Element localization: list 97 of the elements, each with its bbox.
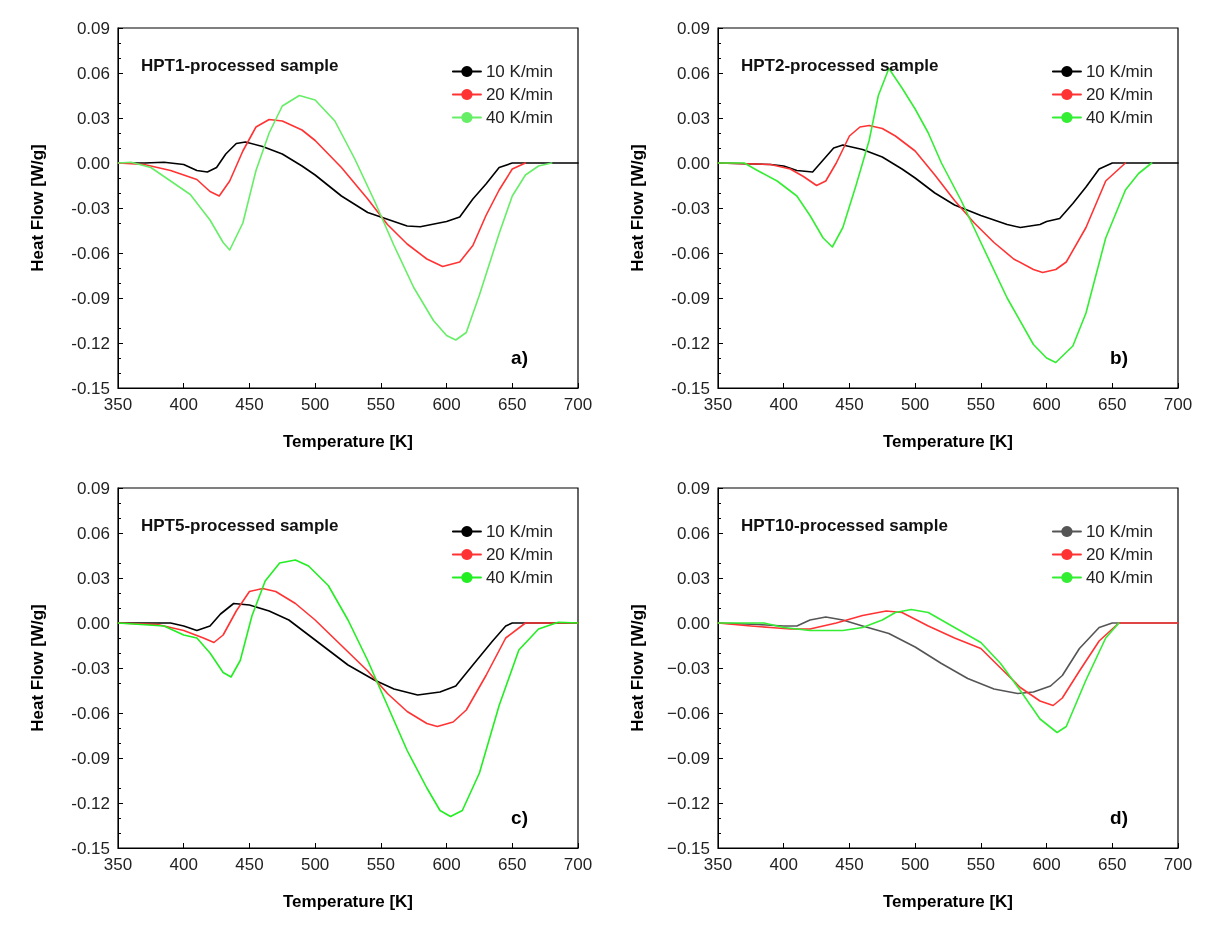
text: HPT10-processed sample [741, 516, 948, 535]
annotation: a) [511, 347, 529, 369]
legend-label: 10 K/min [1085, 522, 1154, 541]
x-tick-label: 400 [769, 855, 798, 874]
y-tick-label: −0.15 [666, 838, 710, 858]
x-tick-label: 600 [1032, 395, 1061, 414]
x-tick-label: 350 [103, 395, 133, 414]
x-tick-label: 600 [432, 395, 461, 414]
y-tick-label: -0.06 [71, 703, 110, 723]
y-tick-label: 0.06 [76, 523, 110, 543]
x-tick-label: 500 [300, 855, 330, 874]
x-tick-label: 400 [169, 395, 198, 414]
x-tick-label: 550 [366, 855, 396, 874]
y-tick-label: 0.09 [76, 478, 110, 498]
x-tick-label: 700 [563, 395, 593, 414]
y-tick-label: 0.03 [676, 568, 710, 588]
x-axis-title: Temperature [K] [282, 432, 414, 451]
legend-label: 40 K/min [485, 108, 554, 127]
x-tick-label: 600 [432, 855, 461, 874]
y-tick-label: -0.12 [71, 793, 110, 813]
y-axis-title: Heat Flow [W/g] [628, 604, 647, 732]
y-tick-label: 0.09 [676, 18, 710, 38]
y-tick-label: -0.06 [671, 243, 710, 263]
y-tick-label: 0.00 [676, 153, 710, 173]
y-tick-label: 0.06 [676, 63, 710, 83]
y-tick-label: -0.15 [71, 838, 110, 858]
x-tick-label: 550 [966, 855, 996, 874]
y-tick-label: −0.06 [666, 703, 710, 723]
x-tick-label: 650 [498, 855, 527, 874]
y-tick-label: -0.06 [71, 243, 110, 263]
annotation: d) [1110, 807, 1128, 829]
y-tick-label: -0.12 [671, 333, 710, 353]
x-tick-label: 350 [703, 855, 733, 874]
legend-label: 40 K/min [1085, 108, 1154, 127]
legend-label: 20 K/min [485, 545, 554, 564]
y-tick-label: -0.03 [71, 658, 110, 678]
line-series [717, 608, 1120, 734]
x-tick-label: 500 [900, 395, 930, 414]
x-tick-label: 400 [169, 855, 198, 874]
x-tick-label: 700 [1163, 395, 1193, 414]
y-tick-label: -0.15 [71, 378, 110, 398]
y-tick-label: -0.03 [671, 198, 710, 218]
x-tick-label: 450 [835, 855, 864, 874]
y-tick-label: -0.09 [71, 288, 110, 308]
y-tick-label: −0.09 [666, 748, 710, 768]
x-tick-label: 650 [1098, 395, 1127, 414]
legend-label: 10 K/min [1085, 62, 1154, 81]
y-axis-title: Heat Flow [W/g] [28, 604, 47, 732]
x-tick-label: 600 [1032, 855, 1061, 874]
x-tick-label: 350 [103, 855, 133, 874]
y-tick-label: 0.09 [76, 18, 110, 38]
x-tick-label: 450 [235, 855, 264, 874]
x-axis-title: Temperature [K] [282, 892, 414, 911]
legend-label: 20 K/min [1085, 545, 1154, 564]
text: HPT2-processed sample [741, 56, 939, 75]
y-tick-label: −0.12 [666, 793, 710, 813]
y-tick-label: 0.09 [676, 478, 710, 498]
x-tick-label: 350 [703, 395, 733, 414]
x-tick-label: 500 [300, 395, 330, 414]
text: HPT5-processed sample [141, 516, 339, 535]
y-tick-label: 0.00 [676, 613, 710, 633]
legend-label: 20 K/min [1085, 85, 1154, 104]
y-tick-label: 0.03 [76, 568, 110, 588]
legend-label: 10 K/min [485, 522, 554, 541]
legend-label: 10 K/min [485, 62, 554, 81]
x-tick-label: 700 [563, 855, 593, 874]
legend-label: 40 K/min [485, 568, 554, 587]
x-tick-label: 550 [966, 395, 996, 414]
x-axis-title: Temperature [K] [882, 432, 1014, 451]
y-axis-title: Heat Flow [W/g] [28, 144, 47, 272]
annotation: c) [511, 807, 529, 829]
y-tick-label: 0.06 [676, 523, 710, 543]
x-tick-label: 700 [1163, 855, 1193, 874]
x-tick-label: 650 [498, 395, 527, 414]
y-tick-label: 0.03 [676, 108, 710, 128]
y-tick-label: 0.00 [76, 153, 110, 173]
y-axis-title: Heat Flow [W/g] [628, 144, 647, 272]
legend-label: 20 K/min [485, 85, 554, 104]
x-tick-label: 500 [900, 855, 930, 874]
x-tick-label: 650 [1098, 855, 1127, 874]
y-tick-label: −0.03 [666, 658, 710, 678]
y-tick-label: -0.12 [71, 333, 110, 353]
y-tick-label: -0.03 [71, 198, 110, 218]
legend-label: 40 K/min [1085, 568, 1154, 587]
x-tick-label: 400 [769, 395, 798, 414]
x-axis-title: Temperature [K] [882, 892, 1014, 911]
y-tick-label: 0.00 [76, 613, 110, 633]
y-tick-label: -0.15 [671, 378, 710, 398]
x-tick-label: 450 [835, 395, 864, 414]
annotation: b) [1110, 347, 1128, 369]
x-tick-label: 450 [235, 395, 264, 414]
text: HPT1-processed sample [141, 56, 339, 75]
y-tick-label: 0.03 [76, 108, 110, 128]
x-tick-label: 550 [366, 395, 396, 414]
y-tick-label: -0.09 [671, 288, 710, 308]
y-tick-label: -0.09 [71, 748, 110, 768]
y-tick-label: 0.06 [76, 63, 110, 83]
